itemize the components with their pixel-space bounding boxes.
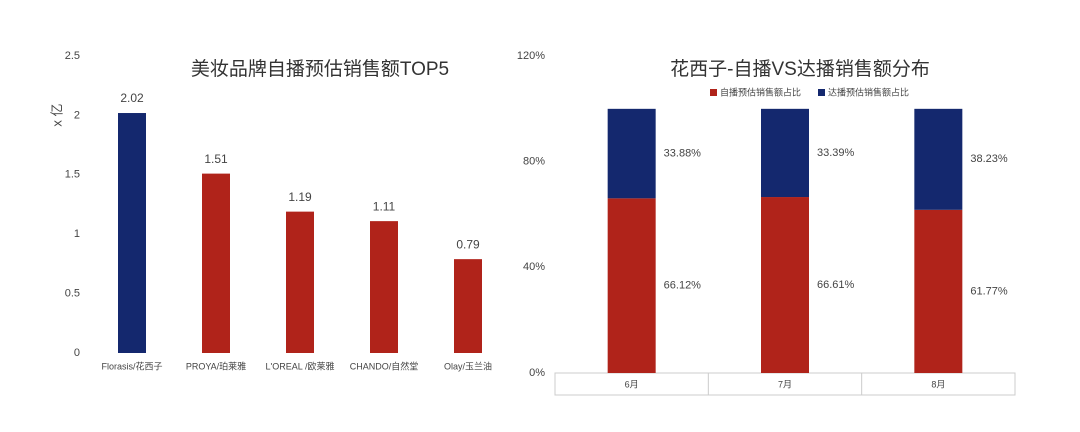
legend-label: 自播预估销售额占比 bbox=[720, 86, 801, 97]
x-tick-label: 8月 bbox=[931, 379, 945, 389]
y-tick-label: 0 bbox=[74, 347, 80, 359]
x-tick-label: L'OREAL /欧莱雅 bbox=[266, 360, 335, 371]
bar-segment bbox=[761, 108, 809, 198]
bar bbox=[454, 259, 482, 353]
data-label: 66.12% bbox=[664, 280, 702, 292]
chart-title: 花西子-自播VS达播销售额分布 bbox=[670, 58, 930, 80]
y-tick-label: 120% bbox=[517, 50, 545, 62]
y-axis-label: x 亿 bbox=[49, 103, 64, 126]
bar bbox=[202, 173, 230, 353]
bar bbox=[286, 211, 314, 353]
x-tick-label: Olay/玉兰油 bbox=[444, 360, 492, 371]
y-tick-label: 1.5 bbox=[65, 169, 80, 181]
x-tick-label: Florasis/花西子 bbox=[101, 360, 162, 371]
y-tick-label: 0% bbox=[529, 367, 545, 379]
x-tick-label: CHANDO/自然堂 bbox=[350, 360, 419, 371]
data-label: 33.39% bbox=[817, 147, 855, 159]
data-label: 38.23% bbox=[970, 153, 1008, 165]
data-label: 1.19 bbox=[288, 190, 312, 204]
x-tick-label: PROYA/珀莱雅 bbox=[186, 360, 246, 371]
bar-segment bbox=[607, 108, 656, 199]
data-label: 61.77% bbox=[970, 285, 1008, 297]
bar-segment bbox=[914, 108, 963, 210]
y-tick-label: 80% bbox=[523, 156, 545, 168]
data-label: 1.51 bbox=[204, 152, 228, 166]
chart-title: 美妆品牌自播预估销售额TOP5 bbox=[191, 58, 449, 80]
bar-segment bbox=[914, 209, 963, 373]
data-label: 0.79 bbox=[456, 237, 480, 251]
legend-label: 达播预估销售额占比 bbox=[828, 86, 909, 97]
legend-swatch bbox=[710, 89, 717, 96]
bar-segment bbox=[761, 197, 809, 373]
data-label: 66.61% bbox=[817, 279, 855, 291]
y-tick-label: 40% bbox=[523, 261, 545, 273]
bar bbox=[370, 221, 398, 353]
bar-segment bbox=[607, 198, 656, 373]
data-label: 33.88% bbox=[664, 147, 702, 159]
x-tick-label: 7月 bbox=[778, 379, 792, 389]
x-tick-label: 6月 bbox=[625, 379, 639, 389]
data-label: 2.02 bbox=[120, 91, 144, 105]
y-tick-label: 2 bbox=[74, 109, 80, 121]
y-tick-label: 1 bbox=[74, 228, 80, 240]
y-tick-label: 0.5 bbox=[65, 288, 80, 300]
data-label: 1.11 bbox=[373, 199, 396, 213]
bar bbox=[118, 113, 146, 353]
y-tick-label: 2.5 bbox=[65, 50, 80, 62]
legend-swatch bbox=[818, 89, 825, 96]
